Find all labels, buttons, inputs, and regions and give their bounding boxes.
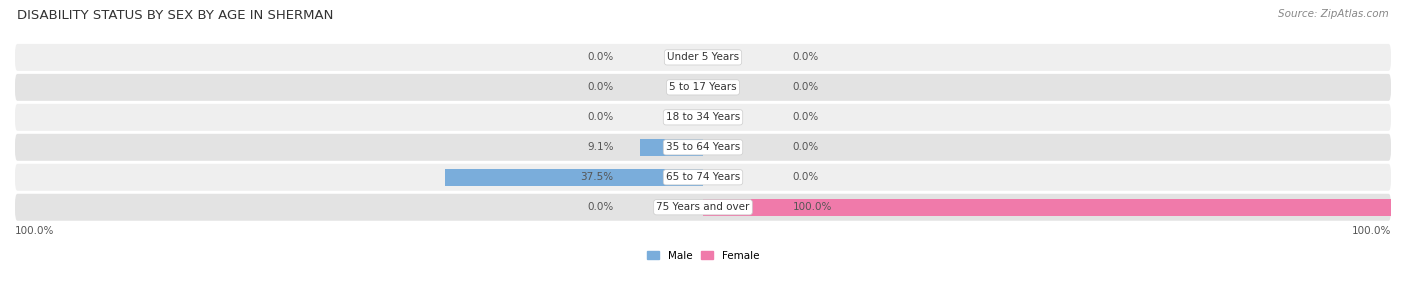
FancyBboxPatch shape xyxy=(15,164,1391,191)
Text: 65 to 74 Years: 65 to 74 Years xyxy=(666,172,740,182)
Text: 75 Years and over: 75 Years and over xyxy=(657,202,749,212)
Bar xyxy=(446,169,703,186)
Text: 0.0%: 0.0% xyxy=(588,202,613,212)
Text: 37.5%: 37.5% xyxy=(581,172,613,182)
Bar xyxy=(640,138,703,156)
Text: 100.0%: 100.0% xyxy=(15,226,55,236)
Text: 9.1%: 9.1% xyxy=(588,142,613,152)
Text: 35 to 64 Years: 35 to 64 Years xyxy=(666,142,740,152)
Legend: Male, Female: Male, Female xyxy=(647,251,759,261)
Text: 18 to 34 Years: 18 to 34 Years xyxy=(666,112,740,122)
Text: Under 5 Years: Under 5 Years xyxy=(666,52,740,63)
Text: 0.0%: 0.0% xyxy=(793,52,818,63)
Text: DISABILITY STATUS BY SEX BY AGE IN SHERMAN: DISABILITY STATUS BY SEX BY AGE IN SHERM… xyxy=(17,9,333,22)
Text: 0.0%: 0.0% xyxy=(793,82,818,92)
Text: 0.0%: 0.0% xyxy=(588,82,613,92)
FancyBboxPatch shape xyxy=(15,134,1391,161)
Text: 0.0%: 0.0% xyxy=(588,112,613,122)
Text: 100.0%: 100.0% xyxy=(1351,226,1391,236)
Text: 0.0%: 0.0% xyxy=(793,172,818,182)
FancyBboxPatch shape xyxy=(15,194,1391,221)
Text: 0.0%: 0.0% xyxy=(793,142,818,152)
FancyBboxPatch shape xyxy=(15,44,1391,71)
FancyBboxPatch shape xyxy=(15,104,1391,131)
Text: 0.0%: 0.0% xyxy=(588,52,613,63)
Bar xyxy=(703,199,1391,216)
Text: Source: ZipAtlas.com: Source: ZipAtlas.com xyxy=(1278,9,1389,19)
FancyBboxPatch shape xyxy=(15,74,1391,101)
Text: 0.0%: 0.0% xyxy=(793,112,818,122)
Text: 5 to 17 Years: 5 to 17 Years xyxy=(669,82,737,92)
Text: 100.0%: 100.0% xyxy=(793,202,832,212)
